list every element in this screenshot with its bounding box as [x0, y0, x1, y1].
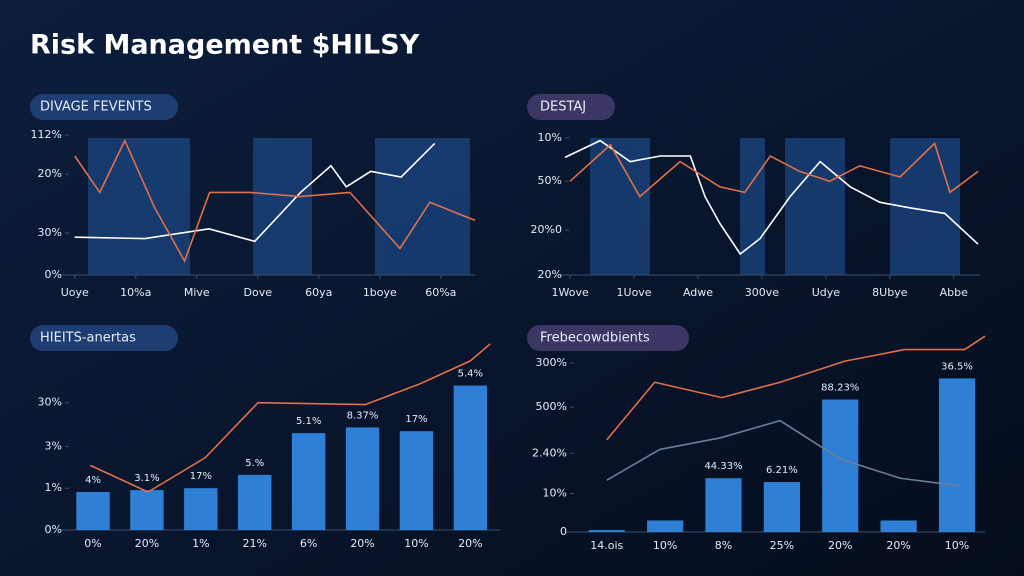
- x-tick-label: 8Ubye: [872, 286, 908, 299]
- line: [606, 419, 961, 487]
- bar: [76, 492, 110, 530]
- y-tick-label: 500%: [536, 400, 567, 413]
- y-tick-label: 30%: [38, 226, 62, 239]
- value-label: 3.1%: [134, 473, 159, 484]
- x-tick-label: 25%: [770, 539, 794, 552]
- y-tick-label: 300%: [536, 356, 567, 369]
- panel-pill: [30, 94, 178, 120]
- x-tick-label: 20%: [135, 537, 159, 550]
- x-tick-label: 10%: [404, 537, 428, 550]
- x-tick-label: 10%: [653, 539, 677, 552]
- bar: [763, 482, 800, 532]
- x-tick-label: 20%: [350, 537, 374, 550]
- x-tick-label: 20%: [458, 537, 482, 550]
- y-tick-label: 20%0: [531, 223, 562, 236]
- x-tick-label: 20%: [828, 539, 852, 552]
- bar: [880, 520, 917, 532]
- panel-label: HIEITS-anertas: [40, 331, 136, 346]
- value-label: 17%: [405, 414, 427, 425]
- x-tick-label: 1Uove: [617, 286, 652, 299]
- value-label: 5.4%: [458, 369, 483, 380]
- value-label: 44.33%: [704, 461, 742, 472]
- panel-pill: [527, 325, 689, 351]
- x-tick-label: 1Wove: [551, 286, 588, 299]
- x-tick-label: 14.ois: [590, 539, 623, 552]
- y-tick-label: 1%: [45, 481, 62, 494]
- line: [569, 141, 979, 198]
- bar: [238, 474, 272, 530]
- bar: [345, 427, 380, 530]
- y-tick-label: 20%: [38, 167, 62, 180]
- value-label: 8.37%: [347, 410, 379, 421]
- value-label: 88.23%: [821, 383, 859, 394]
- x-tick-label: Uoye: [61, 286, 89, 299]
- x-tick-label: 300ve: [745, 286, 780, 299]
- bands: [88, 138, 960, 275]
- bar: [705, 478, 742, 532]
- value-label: 6.21%: [766, 465, 798, 476]
- x-tick-label: 8%: [715, 539, 732, 552]
- y-tick-label: 0%: [45, 523, 62, 536]
- x-tick-label: Adwe: [683, 286, 713, 299]
- x-tick-label: Dove: [244, 286, 273, 299]
- bar: [184, 488, 218, 530]
- panel-label: DIVAGE FEVENTS: [40, 100, 152, 115]
- value-label: 17%: [190, 471, 212, 482]
- x-tick-label: 20%: [886, 539, 910, 552]
- bar: [822, 399, 859, 532]
- x-tick-label: Abbe: [940, 286, 968, 299]
- bar: [588, 530, 625, 532]
- y-tick-label: 0: [560, 525, 567, 538]
- y-tick-label: 30%: [38, 396, 62, 409]
- x-tick-label: 1boye: [363, 286, 397, 299]
- y-tick-label: 50%: [538, 174, 562, 187]
- y-tick-label: 112%: [31, 128, 62, 141]
- panel-pill: [30, 325, 178, 351]
- x-tick-label: 1%: [192, 537, 209, 550]
- y-tick-label: 0%: [45, 268, 62, 281]
- value-label: 5.1%: [296, 416, 321, 427]
- x-tick-label: 0%: [84, 537, 101, 550]
- bar: [647, 520, 684, 532]
- y-tick-label: 2.40%: [532, 446, 567, 459]
- x-tick-label: 60ya: [305, 286, 332, 299]
- value-label: 5.%: [245, 458, 264, 469]
- line: [74, 142, 436, 243]
- line: [606, 335, 986, 441]
- x-tick-label: 10%a: [120, 286, 151, 299]
- x-tick-label: 21%: [243, 537, 267, 550]
- panel-label: DESTAJ: [540, 100, 586, 115]
- bar: [938, 378, 976, 532]
- bar: [399, 431, 434, 530]
- line: [74, 138, 476, 263]
- bar: [130, 490, 164, 530]
- y-tick-label: 3%: [45, 439, 62, 452]
- panel-label: Frebecowdbients: [540, 331, 650, 346]
- bar: [291, 433, 326, 530]
- y-tick-label: 20%: [538, 268, 562, 281]
- x-tick-label: 6%: [300, 537, 317, 550]
- y-tick-label: 10%: [538, 131, 562, 144]
- line: [89, 343, 491, 493]
- panel-pill: [527, 94, 615, 120]
- value-label: 36.5%: [941, 361, 973, 372]
- y-tick-label: 10%: [543, 487, 567, 500]
- page-title: Risk Management $HILSY: [30, 30, 420, 61]
- line: [564, 139, 979, 256]
- x-tick-label: Udye: [812, 286, 841, 299]
- x-tick-label: Mive: [184, 286, 210, 299]
- x-tick-label: 10%: [945, 539, 969, 552]
- x-tick-label: 60%a: [425, 286, 456, 299]
- value-label: 4%: [85, 475, 101, 486]
- bar: [453, 385, 488, 530]
